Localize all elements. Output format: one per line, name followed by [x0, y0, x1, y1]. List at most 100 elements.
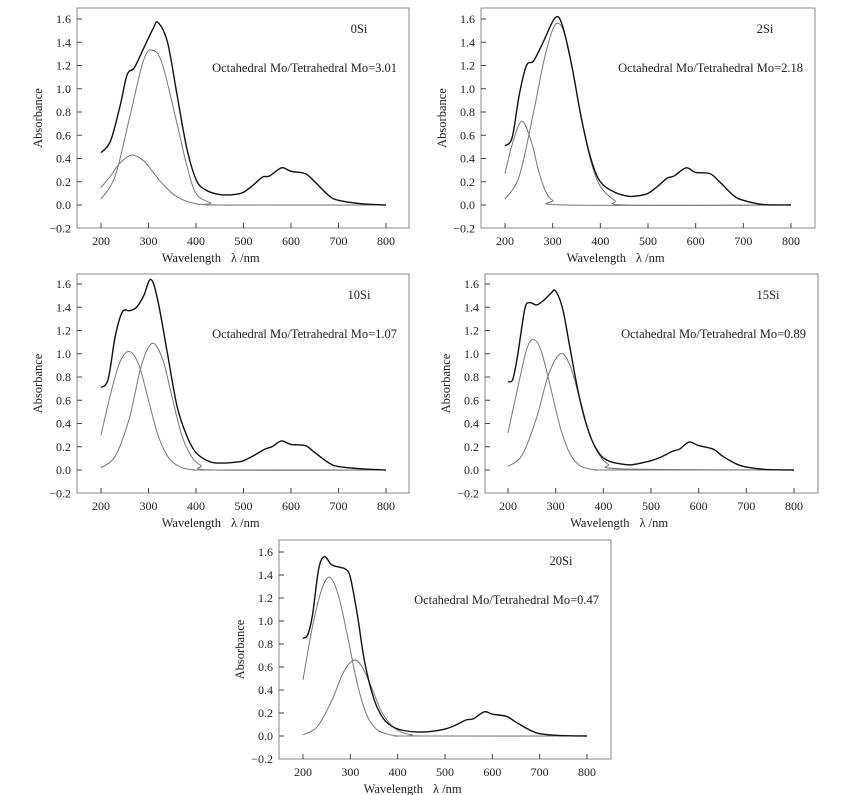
series-octahedral-component [504, 22, 792, 206]
x-axis-title: Wavelength [567, 251, 627, 265]
series-octahedral-component [100, 49, 387, 206]
y-tick-label: −0.2 [49, 221, 71, 235]
x-tick-label: 700 [531, 765, 549, 779]
x-axis-title: Wavelength [570, 516, 630, 530]
series-tetrahedral-component [507, 339, 794, 471]
y-tick-label: 1.0 [464, 347, 479, 361]
panel-2Si: −0.2 0.0 0.2 0.4 0.6 0.8 1.0 1.2 1.4 1.6 200 300 400… [435, 7, 816, 265]
panel-0Si: −0.2 0.0 0.2 0.4 0.6 0.8 1.0 1.2 1.4 1.6 200 300 400… [31, 7, 410, 265]
x-tick-label: 800 [785, 499, 803, 513]
series-total-spectrum [504, 15, 792, 206]
y-tick-label: 1.6 [56, 12, 71, 26]
x-tick-label: 400 [591, 234, 609, 248]
x-axis-title: Wavelength [162, 251, 222, 265]
x-tick-label: 700 [737, 499, 755, 513]
plot-frame [278, 539, 612, 760]
y-tick-label: 1.2 [56, 324, 71, 338]
y-tick-label: 0.2 [258, 706, 273, 720]
x-tick-label: 800 [578, 765, 596, 779]
x-tick-label: 700 [330, 499, 348, 513]
x-tick-label: 300 [341, 765, 359, 779]
ratio-annotation: Octahedral Mo/Tetrahedral Mo=0.47 [414, 593, 599, 607]
x-tick-label: 500 [436, 765, 454, 779]
panel-label: 10Si [348, 288, 371, 302]
plot-frame [480, 7, 816, 229]
x-tick-label: 500 [235, 234, 253, 248]
y-axis-title: Absorbance [439, 353, 453, 413]
x-tick-label: 600 [282, 499, 300, 513]
y-tick-label: 0.0 [56, 198, 71, 212]
x-tick-label: 500 [642, 499, 660, 513]
y-tick-label: 1.4 [56, 300, 71, 314]
y-tick-label: −0.2 [453, 221, 475, 235]
x-tick-label: 400 [594, 499, 612, 513]
y-axis-title: Absorbance [233, 619, 247, 679]
series-octahedral-component [302, 659, 588, 737]
y-axis-title: Absorbance [31, 353, 45, 413]
x-tick-label: 800 [377, 234, 395, 248]
series-total-spectrum [507, 289, 795, 471]
y-tick-label: 0.2 [56, 175, 71, 189]
panel-label: 2Si [757, 22, 774, 36]
y-tick-label: 0.0 [56, 463, 71, 477]
x-axis-unit: λ /nm [433, 782, 462, 795]
y-tick-label: 0.6 [460, 128, 475, 142]
y-tick-label: 1.2 [460, 59, 475, 73]
x-axis-title: Wavelength [162, 516, 222, 530]
x-tick-label: 400 [187, 234, 205, 248]
panel-label: 20Si [550, 554, 573, 568]
y-tick-label: 1.4 [460, 35, 475, 49]
y-tick-label: 0.2 [460, 175, 475, 189]
y-tick-label: 1.6 [464, 277, 479, 291]
x-tick-label: 200 [294, 765, 312, 779]
x-tick-label: 700 [330, 234, 348, 248]
y-tick-label: 0.6 [56, 393, 71, 407]
y-tick-label: 1.6 [258, 545, 273, 559]
series-total-spectrum [302, 555, 588, 737]
x-tick-label: 700 [734, 234, 752, 248]
series-octahedral-component [100, 342, 387, 471]
series-tetrahedral-component [302, 576, 587, 737]
panel-label: 15Si [757, 288, 780, 302]
y-tick-label: 1.6 [460, 12, 475, 26]
y-tick-label: −0.2 [457, 486, 479, 500]
x-axis-unit: λ /nm [231, 251, 260, 265]
y-tick-label: 0.8 [460, 105, 475, 119]
x-tick-label: 300 [140, 234, 158, 248]
y-axis-title: Absorbance [435, 88, 449, 148]
ratio-annotation: Octahedral Mo/Tetrahedral Mo=3.01 [212, 61, 397, 75]
y-axis-title: Absorbance [31, 88, 45, 148]
x-tick-label: 600 [483, 765, 501, 779]
x-tick-label: 300 [544, 234, 562, 248]
y-tick-label: −0.2 [251, 752, 273, 766]
y-tick-label: 1.2 [464, 324, 479, 338]
x-tick-label: 400 [187, 499, 205, 513]
x-tick-label: 200 [496, 234, 514, 248]
y-tick-label: 1.0 [460, 82, 475, 96]
x-tick-label: 600 [687, 234, 705, 248]
series-tetrahedral-component [504, 120, 792, 206]
y-tick-label: 1.0 [56, 347, 71, 361]
y-tick-label: −0.2 [49, 486, 71, 500]
series-total-spectrum [100, 278, 387, 471]
x-axis-unit: λ /nm [231, 516, 260, 530]
y-tick-label: 0.4 [464, 417, 479, 431]
y-tick-label: 1.4 [464, 300, 479, 314]
series-total-spectrum [100, 21, 387, 206]
x-tick-label: 800 [782, 234, 800, 248]
y-tick-label: 0.0 [464, 463, 479, 477]
x-tick-label: 800 [377, 499, 395, 513]
x-tick-label: 200 [92, 234, 110, 248]
x-tick-label: 200 [499, 499, 517, 513]
x-tick-label: 500 [639, 234, 657, 248]
x-axis-title: Wavelength [364, 782, 424, 795]
y-tick-label: 0.4 [56, 152, 71, 166]
x-tick-label: 400 [389, 765, 407, 779]
series-octahedral-component [507, 353, 795, 471]
y-tick-label: 0.6 [258, 660, 273, 674]
y-tick-label: 0.8 [56, 105, 71, 119]
ratio-annotation: Octahedral Mo/Tetrahedral Mo=1.07 [212, 327, 397, 341]
y-tick-label: 1.4 [258, 568, 273, 582]
y-tick-label: 0.6 [464, 393, 479, 407]
y-tick-label: 0.8 [56, 370, 71, 384]
